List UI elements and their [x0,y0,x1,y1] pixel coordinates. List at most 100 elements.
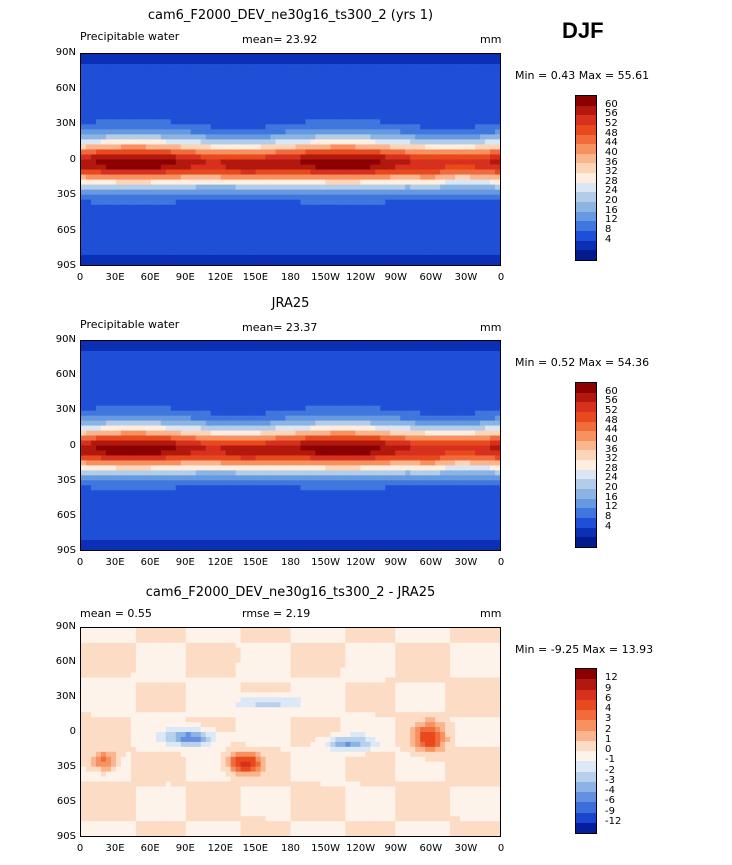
field-cell [350,114,356,120]
field-cell [365,149,371,156]
field-cell [220,254,227,261]
field-cell [240,149,247,156]
field-cell [350,405,356,412]
field-cell [375,395,381,402]
field-cell [180,249,187,256]
field-cell [250,420,257,427]
field-cell [195,415,202,422]
field-cell [285,365,292,372]
field-cell [350,194,356,201]
field-cell [455,94,461,100]
field-cell [275,74,282,80]
field-cell [320,74,327,80]
field-cell [150,129,157,135]
field-cell [355,345,361,352]
field-cell [220,104,227,110]
field-cell [415,410,421,417]
field-cell [265,219,272,226]
field-cell [435,219,441,226]
field-cell [450,164,456,171]
field-cell [245,239,252,246]
field-cell [450,360,456,367]
field-cell [225,74,232,80]
field-cell [350,144,356,151]
field-cell [155,254,162,261]
field-cell [285,390,292,397]
field-cell [480,244,486,251]
field-cell [495,219,500,226]
field-cell [145,159,152,166]
field-cell [265,390,272,397]
field-cell [415,119,421,125]
field-cell [200,74,207,80]
field-cell [130,400,137,407]
field-cell [415,370,421,377]
field-cell [210,124,217,130]
field-cell [440,179,446,186]
field-cell [105,214,112,221]
field-cell [480,375,486,382]
field-cell [440,365,446,372]
field-cell [225,229,232,236]
field-cell [285,244,292,251]
field-cell [375,139,381,146]
field-cell [265,224,272,231]
field-cell [220,405,227,412]
field-cell [205,84,212,90]
field-cell [405,174,411,181]
field-cell [120,355,127,362]
field-cell [360,154,366,161]
field-cell [350,249,356,256]
field-cell [290,244,297,251]
field-cell [490,350,496,357]
field-cell [180,109,187,115]
field-cell [330,114,336,120]
field-cell [250,254,257,261]
field-cell [385,159,391,166]
field-cell [105,174,112,181]
field-cell [390,74,396,80]
field-cell [255,154,262,161]
field-cell [460,370,466,377]
field-cell [300,84,307,90]
field-cell [390,199,396,206]
field-cell [470,420,476,427]
field-cell [115,244,122,251]
field-cell [475,370,481,377]
field-cell [240,139,247,146]
field-cell [375,219,381,226]
field-cell [305,234,312,241]
field-cell [355,89,361,95]
field-cell [360,109,366,115]
field-cell [435,390,441,397]
field-cell [390,249,396,256]
field-cell [220,64,227,70]
field-cell [475,204,481,211]
field-cell [250,199,257,206]
field-cell [90,174,97,181]
field-cell [285,229,292,236]
field-cell [470,144,476,151]
field-cell [230,134,237,141]
field-cell [485,129,491,135]
field-cell [81,199,87,206]
field-cell [395,159,401,166]
field-cell [400,59,406,65]
field-cell [285,139,292,146]
field-cell [240,405,247,412]
field-cell [345,209,351,216]
field-cell [160,214,167,221]
field-cell [150,249,157,256]
field-cell [450,174,456,181]
field-cell [370,74,376,80]
field-cell [85,194,92,201]
field-cell [190,341,197,347]
field-cell [345,144,351,151]
field-cell [435,395,441,402]
field-cell [165,159,172,166]
field-cell [81,244,87,251]
field-cell [190,149,197,156]
field-cell [115,229,122,236]
field-cell [215,64,222,70]
field-cell [180,99,187,105]
